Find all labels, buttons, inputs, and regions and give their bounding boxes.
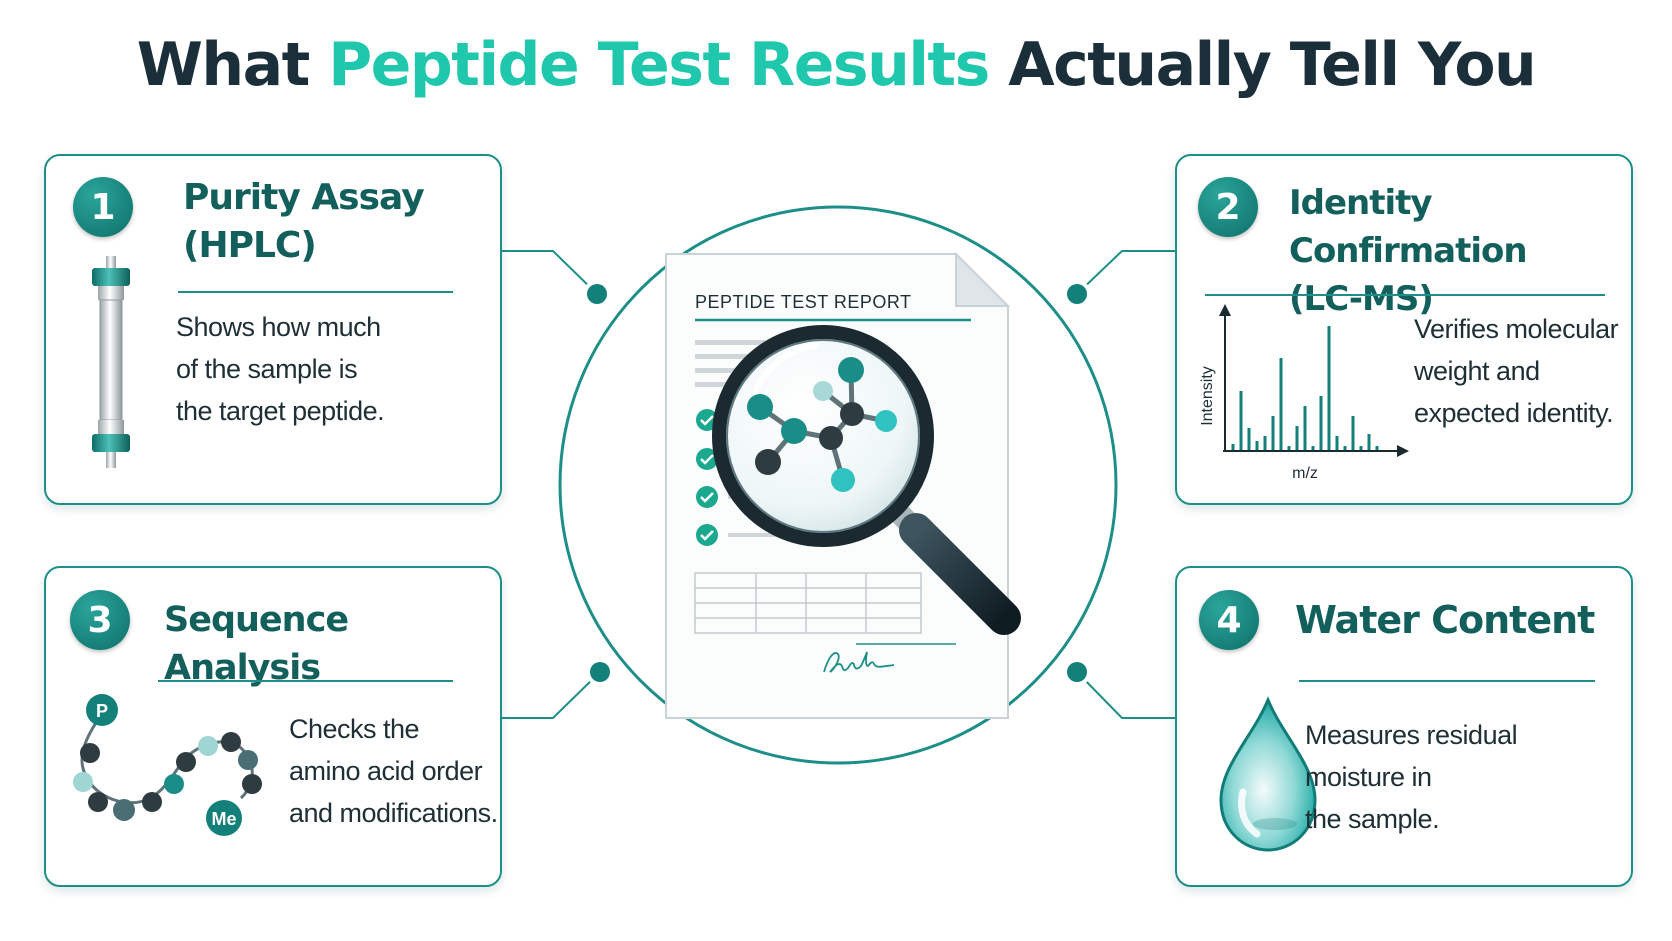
title-accent: Peptide Test Results	[328, 30, 990, 100]
card-text-identity-confirmation: Verifies molecular weight and expected i…	[1414, 314, 1619, 428]
report-title: PEPTIDE TEST REPORT	[695, 292, 912, 312]
card-title-identity-confirmation: Identity Confirmation (LC-MS)	[1289, 183, 1528, 319]
card-divider	[1205, 294, 1605, 296]
center-circle	[558, 205, 1118, 765]
spectrum-peaks	[1231, 326, 1379, 450]
amino-acid-chain-icon: P Me	[73, 694, 262, 836]
page-title: What Peptide Test Results Actually Tell …	[0, 30, 1672, 100]
card-title-purity-assay: Purity Assay (HPLC)	[183, 177, 425, 266]
spectrum-x-label: m/z	[1292, 465, 1318, 482]
signature-icon	[823, 643, 956, 673]
card-identity-confirmation: 2 Identity Confirmation (LC-MS) Intensit…	[1175, 154, 1633, 505]
connector-3	[502, 671, 601, 719]
card-text-purity-assay: Shows how much of the sample is the targ…	[176, 312, 385, 426]
title-part-2: Actually Tell You	[988, 30, 1537, 100]
svg-text:P: P	[96, 701, 108, 721]
card-title-water-content: Water Content	[1295, 598, 1595, 642]
card-divider	[178, 291, 453, 293]
connector-node-1	[583, 280, 611, 308]
connector-1	[502, 250, 598, 295]
card-purity-assay: 1 Purity Assay (HPLC) Shows how much of …	[44, 154, 502, 505]
document-icon: PEPTIDE TEST REPORT	[665, 251, 1021, 719]
connector-node-3	[586, 658, 614, 686]
step-badge-2: 2	[1198, 177, 1258, 237]
report-table	[694, 572, 922, 634]
svg-text:Me: Me	[211, 809, 236, 829]
card-divider	[158, 680, 453, 682]
card-sequence-analysis: 3 Sequence Analysis P Me Checks the amin…	[44, 566, 502, 887]
card-water-content: 4 Water Content Measures residual moistu…	[1175, 566, 1633, 887]
step-badge-1: 1	[73, 177, 133, 237]
connector-node-4	[1063, 658, 1091, 686]
step-badge-4: 4	[1199, 590, 1259, 650]
card-title-sequence-analysis: Sequence Analysis	[164, 600, 349, 688]
hplc-column-icon	[92, 256, 130, 468]
check-icon	[696, 524, 788, 546]
mass-spectrum-icon: Intensity m/z	[1199, 304, 1409, 482]
spectrum-y-label: Intensity	[1199, 366, 1216, 426]
step-badge-3: 3	[70, 590, 130, 650]
title-part-1: What	[136, 30, 329, 100]
molecule-icon	[747, 357, 897, 492]
card-text-water-content: Measures residual moisture in the sample…	[1305, 720, 1518, 834]
methyl-label-badge: Me	[206, 800, 242, 836]
water-drop-icon	[1219, 696, 1317, 852]
phosphate-label-badge: P	[86, 694, 118, 726]
magnifier-icon	[712, 325, 1021, 635]
card-text-sequence-analysis: Checks the amino acid order and modifica…	[289, 714, 498, 828]
connector-node-2	[1063, 280, 1091, 308]
connector-2	[1076, 250, 1175, 295]
card-divider	[1299, 680, 1595, 682]
connector-4	[1076, 671, 1175, 719]
